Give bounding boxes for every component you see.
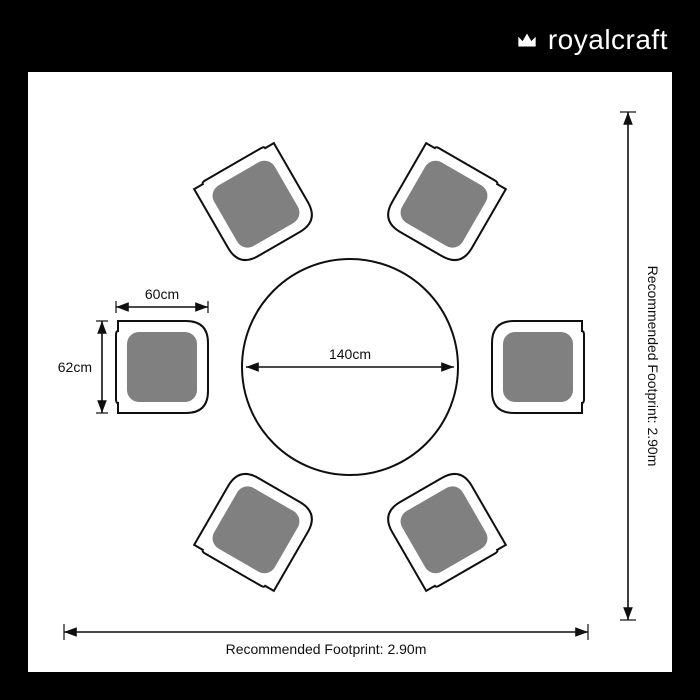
- chair-depth-label: 62cm: [58, 359, 92, 375]
- footprint-right-label: Recommended Footprint: 2.90m: [645, 266, 661, 467]
- chair: [381, 141, 507, 267]
- chair: [492, 321, 584, 413]
- footprint-bottom-label: Recommended Footprint: 2.90m: [226, 641, 427, 657]
- table-diameter-label: 140cm: [329, 346, 371, 362]
- chair-width-label: 60cm: [145, 286, 179, 302]
- brand-logo: royalcraft: [514, 24, 668, 56]
- chair: [381, 467, 507, 593]
- chair: [193, 141, 319, 267]
- chair: [193, 467, 319, 593]
- crown-icon: [514, 27, 540, 53]
- diagram-canvas: 140cm 60cm 62cm Recommended Footprint: 2.90…: [28, 72, 672, 672]
- brand-name: royalcraft: [548, 24, 668, 56]
- floorplan-svg: 140cm 60cm 62cm Recommended Footprint: 2.90…: [28, 72, 672, 672]
- chair: [116, 321, 208, 413]
